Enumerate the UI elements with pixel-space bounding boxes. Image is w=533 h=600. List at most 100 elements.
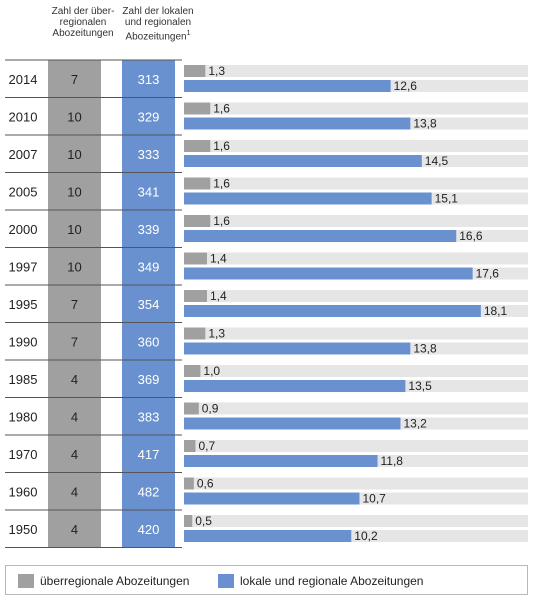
value-label-lokal: 12,6 <box>394 79 418 93</box>
value-label-ueberregional: 1,6 <box>213 214 230 228</box>
count-ueberregional: 10 <box>67 222 81 237</box>
bar-track <box>184 477 528 490</box>
count-ueberregional: 10 <box>67 109 81 124</box>
count-lokal: 417 <box>138 447 160 462</box>
legend-swatch-lokal <box>218 574 234 588</box>
count-lokal: 383 <box>138 409 160 424</box>
count-lokal: 333 <box>138 147 160 162</box>
value-label-ueberregional: 0,5 <box>195 514 212 528</box>
year-label: 1995 <box>9 297 38 312</box>
column-ueberregional-strip <box>48 60 101 548</box>
value-label-lokal: 11,8 <box>381 454 404 468</box>
header-lokal: Zahl der lokalen und regionalen Abozeitu… <box>117 6 199 42</box>
value-label-ueberregional: 0,7 <box>198 439 215 453</box>
count-ueberregional: 7 <box>71 334 78 349</box>
count-ueberregional: 4 <box>71 372 78 387</box>
legend-swatch-ueberregional <box>18 574 34 588</box>
bar-ueberregional <box>184 215 211 227</box>
bar-lokal <box>184 492 360 505</box>
bar-lokal <box>184 117 411 130</box>
bar-ueberregional <box>184 327 206 340</box>
year-label: 2014 <box>9 72 38 87</box>
value-label-ueberregional: 1,3 <box>208 327 225 341</box>
value-label-ueberregional: 1,4 <box>210 289 227 303</box>
value-label-lokal: 13,8 <box>413 342 437 356</box>
count-lokal: 341 <box>138 184 160 199</box>
count-lokal: 329 <box>138 109 160 124</box>
bar-track <box>184 440 528 452</box>
bar-track <box>184 177 528 190</box>
header-lokal-footnote: 1 <box>186 30 191 37</box>
bar-ueberregional <box>184 402 199 415</box>
bar-ueberregional <box>184 102 211 115</box>
bar-ueberregional <box>184 140 211 152</box>
bar-lokal <box>184 380 406 392</box>
year-label: 1985 <box>9 372 38 387</box>
value-label-lokal: 10,2 <box>354 529 378 543</box>
value-label-lokal: 13,2 <box>403 417 427 431</box>
bar-lokal <box>184 417 401 430</box>
year-label: 1997 <box>9 259 38 274</box>
newspaper-chart: 2014 7 313 1,3 12,6 2010 10 329 1,6 13,8 2007 10 333… <box>5 59 528 548</box>
count-ueberregional: 4 <box>71 447 78 462</box>
count-lokal: 360 <box>138 334 160 349</box>
value-label-lokal: 13,8 <box>413 117 437 131</box>
value-label-ueberregional: 1,0 <box>203 364 220 378</box>
legend: überregionale Abozeitungen lokale und re… <box>5 565 528 595</box>
count-ueberregional: 4 <box>71 522 78 537</box>
count-lokal: 369 <box>138 372 160 387</box>
year-label: 1960 <box>9 484 38 499</box>
bar-track <box>184 215 528 227</box>
count-lokal: 313 <box>138 72 160 87</box>
year-label: 2010 <box>9 109 38 124</box>
legend-label-lokal: lokale und regionale Abozeitungen <box>240 574 424 588</box>
value-label-lokal: 18,1 <box>484 304 508 318</box>
count-ueberregional: 10 <box>67 184 81 199</box>
bar-lokal <box>184 267 473 280</box>
bar-ueberregional <box>184 65 206 77</box>
bar-ueberregional <box>184 365 201 377</box>
bar-lokal <box>184 530 352 542</box>
bar-track <box>184 515 528 527</box>
count-ueberregional: 4 <box>71 409 78 424</box>
value-label-ueberregional: 0,6 <box>197 477 214 491</box>
bar-lokal <box>184 455 378 467</box>
year-label: 1980 <box>9 409 38 424</box>
bar-ueberregional <box>184 290 207 302</box>
value-label-ueberregional: 1,6 <box>213 102 230 116</box>
value-label-lokal: 17,6 <box>476 267 500 281</box>
bar-track <box>184 365 528 377</box>
count-ueberregional: 10 <box>67 147 81 162</box>
year-label: 1950 <box>9 522 38 537</box>
header-ueberregional: Zahl der über-regionalen Abozeitungen <box>46 6 120 39</box>
count-ueberregional: 7 <box>71 297 78 312</box>
value-label-lokal: 16,6 <box>459 229 483 243</box>
value-label-lokal: 10,7 <box>362 492 386 506</box>
year-label: 2000 <box>9 222 38 237</box>
count-lokal: 354 <box>138 297 160 312</box>
value-label-ueberregional: 1,3 <box>208 64 225 78</box>
header-lokal-text: Zahl der lokalen und regionalen Abozeitu… <box>122 6 194 43</box>
value-label-ueberregional: 1,6 <box>213 139 230 153</box>
value-label-lokal: 15,1 <box>435 192 459 206</box>
bar-lokal <box>184 342 411 355</box>
bar-lokal <box>184 80 391 92</box>
count-ueberregional: 7 <box>71 72 78 87</box>
legend-label-ueberregional: überregionale Abozeitungen <box>40 574 190 588</box>
bar-track <box>184 290 528 302</box>
value-label-lokal: 14,5 <box>425 154 449 168</box>
legend-item-lokal: lokale und regionale Abozeitungen <box>218 574 423 588</box>
year-label: 1990 <box>9 334 38 349</box>
legend-item-ueberregional: überregionale Abozeitungen <box>18 574 189 588</box>
value-label-ueberregional: 1,4 <box>210 252 227 266</box>
year-label: 1970 <box>9 447 38 462</box>
bar-ueberregional <box>184 477 194 490</box>
bar-lokal <box>184 192 432 205</box>
bar-ueberregional <box>184 177 211 190</box>
count-lokal: 349 <box>138 259 160 274</box>
year-label: 2005 <box>9 184 38 199</box>
count-lokal: 339 <box>138 222 160 237</box>
bar-track <box>184 140 528 152</box>
header-ueberregional-text: Zahl der über-regionalen Abozeitungen <box>51 6 115 39</box>
year-label: 2007 <box>9 147 38 162</box>
